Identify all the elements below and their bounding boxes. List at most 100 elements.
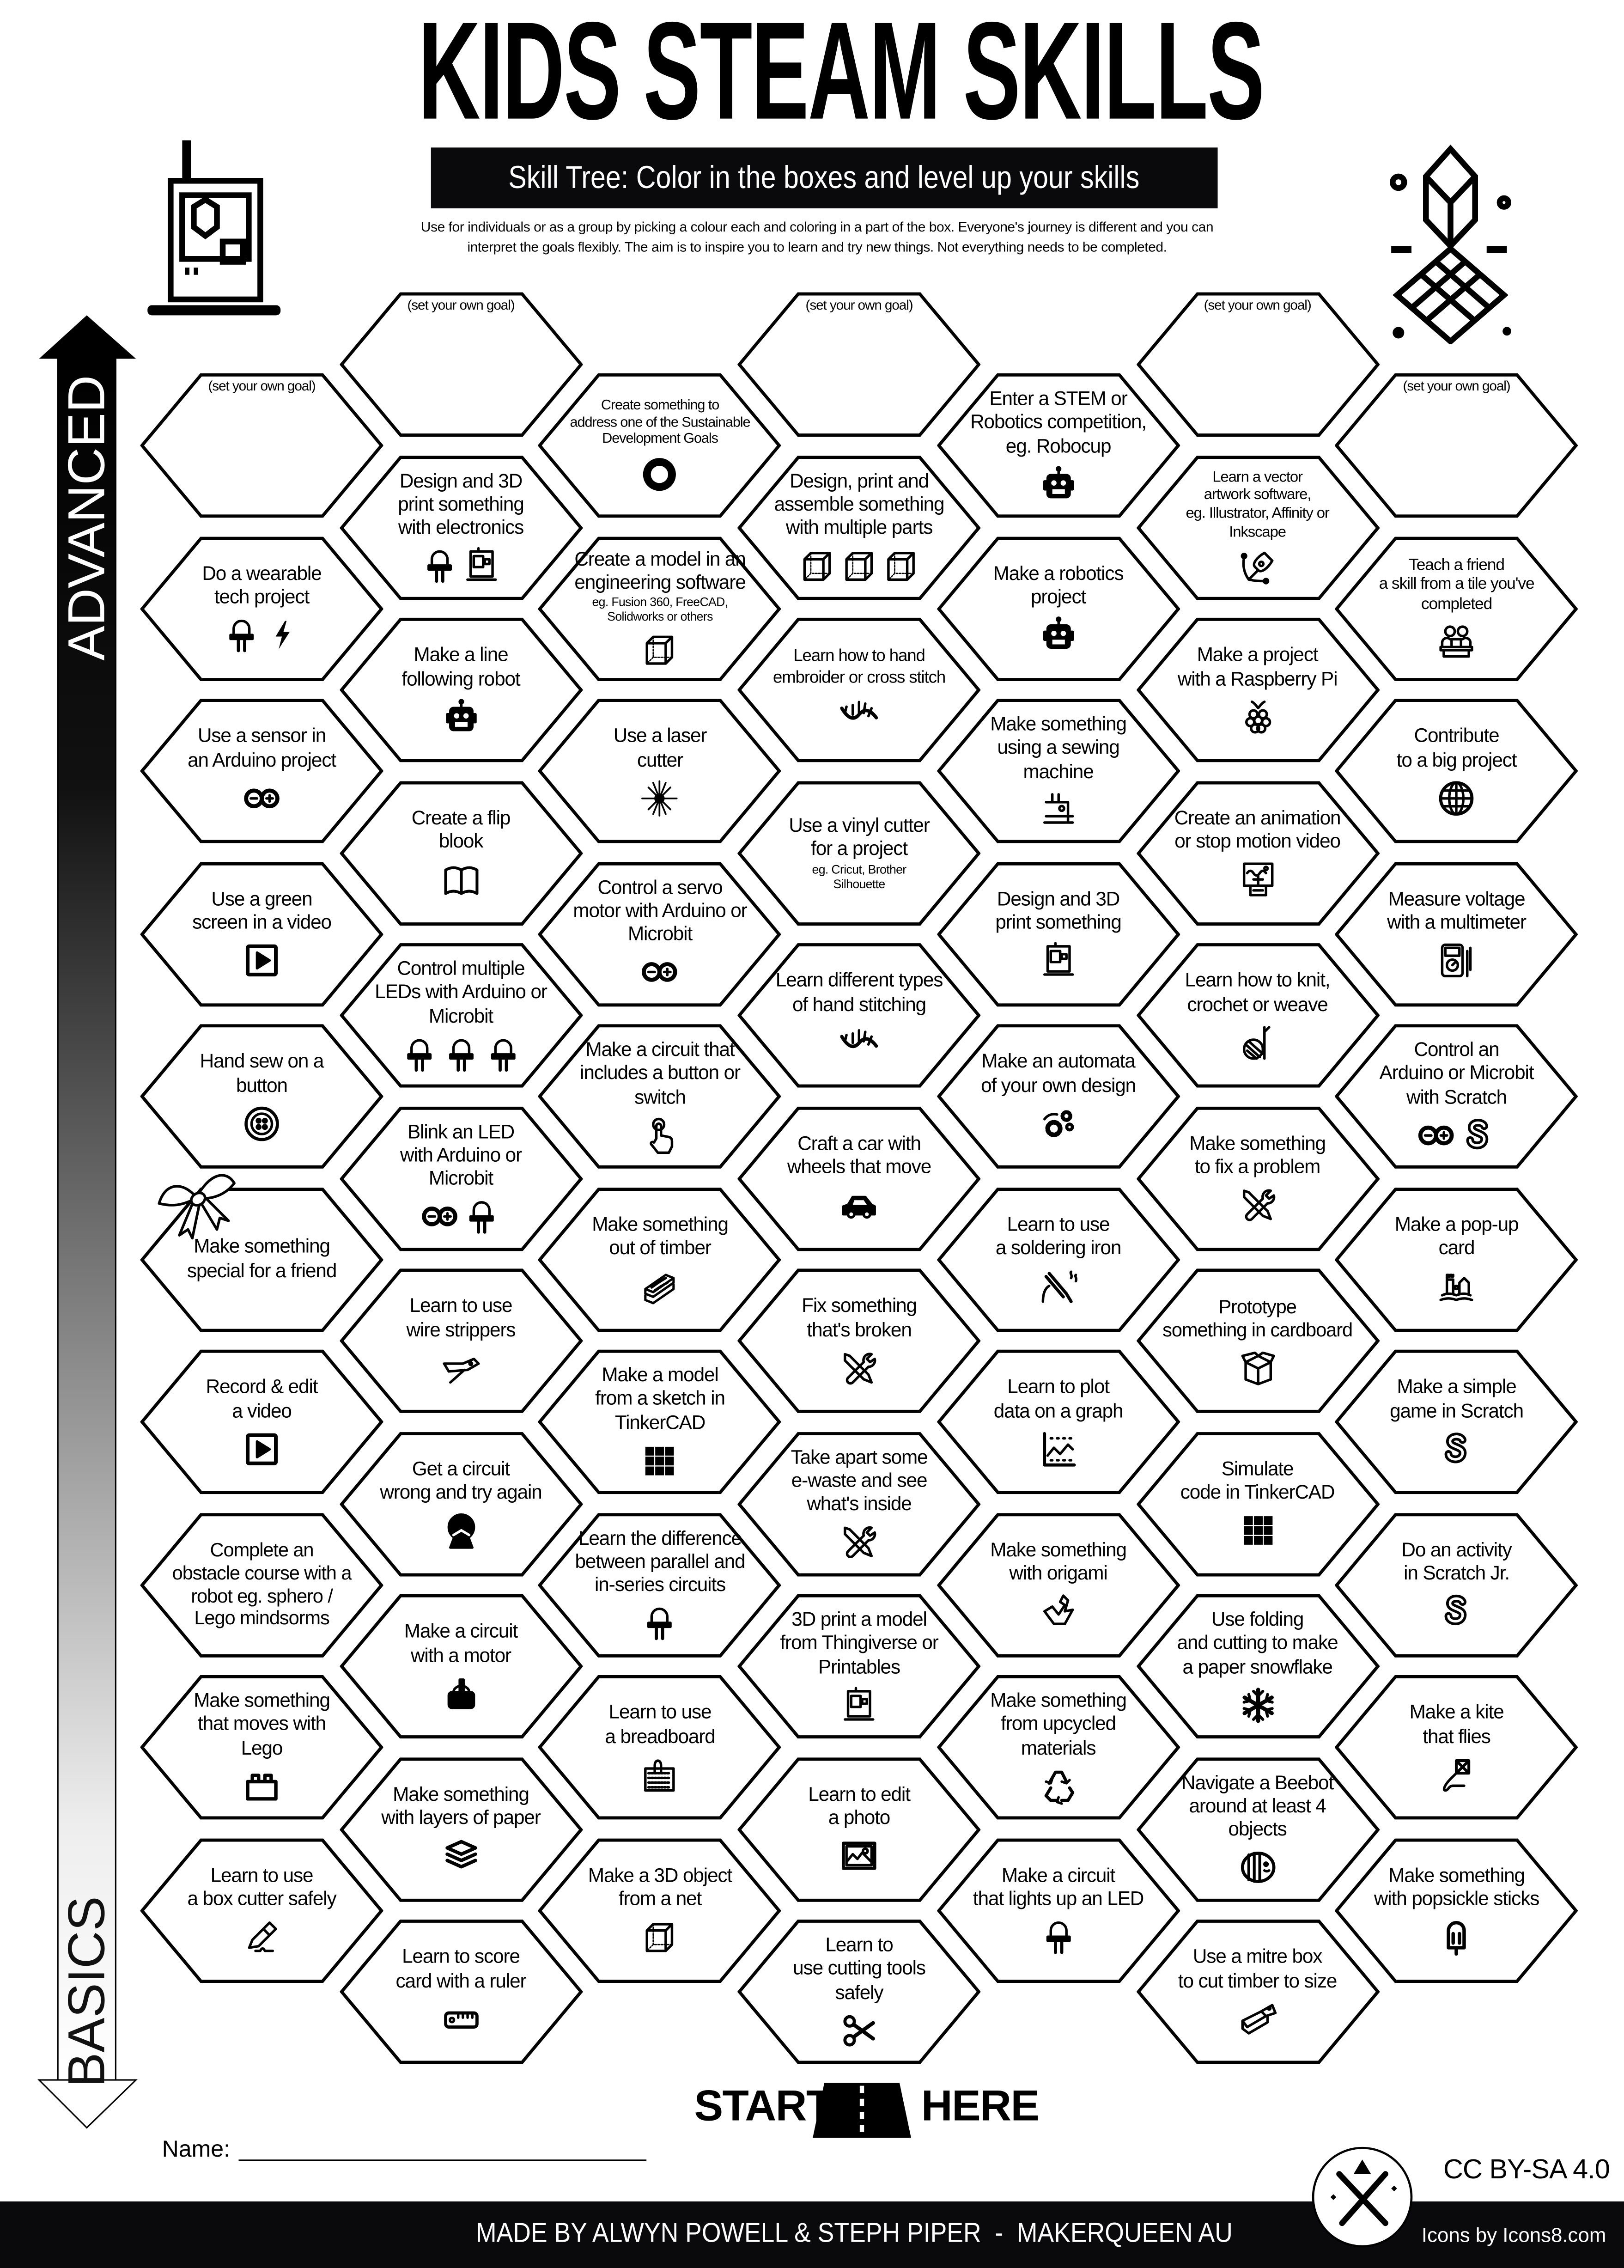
yarn-icon bbox=[1242, 1025, 1270, 1060]
skill-label: Learn to use cutting tools safely bbox=[793, 1934, 926, 2003]
hex-content: Craft a car with wheels that move bbox=[746, 1110, 972, 1246]
icons-credit: Icons by Icons8.com bbox=[1421, 2223, 1606, 2247]
skill-label: Fix something that's broken bbox=[802, 1295, 917, 1341]
skill-icons bbox=[840, 1349, 878, 1386]
intro-text: Use for individuals or as a group by pic… bbox=[420, 219, 1214, 256]
skill-hex: Learn to use a soldering iron bbox=[937, 1187, 1180, 1331]
skill-icons bbox=[840, 1837, 878, 1875]
3d-printer-icon bbox=[147, 140, 281, 316]
teaching-icon bbox=[1439, 626, 1474, 658]
hex-content: Make something from upcycled materials bbox=[945, 1679, 1171, 1815]
hex-content: Control a servo motor with Arduino or Mi… bbox=[547, 866, 772, 1001]
hex-content: Record & edit a video bbox=[149, 1354, 374, 1490]
raspberry-pi-icon bbox=[1244, 700, 1271, 733]
hex-content: Make something to fix a problem bbox=[1144, 1110, 1370, 1246]
hex-content: Do a wearable tech project bbox=[149, 540, 374, 676]
skill-icons bbox=[1239, 861, 1276, 898]
hex-content: Use a vinyl cutter for a project eg. Cric… bbox=[746, 785, 972, 921]
cube-icon bbox=[803, 552, 831, 581]
led-icon bbox=[427, 550, 452, 584]
lego-brick-icon bbox=[246, 1773, 278, 1800]
skill-hex: Make a model from a sketch in TinkerCAD bbox=[538, 1349, 782, 1494]
hex-content: Use a laser cutter bbox=[547, 703, 772, 839]
custom-goal-hex: (set your own goal) bbox=[737, 292, 981, 437]
skill-label: Craft a car with wheels that move bbox=[787, 1132, 931, 1177]
hex-content: 3D print a model from Thingiverse or Pri… bbox=[746, 1598, 972, 1734]
skill-hex: Make a kite that flies bbox=[1335, 1675, 1578, 1820]
custom-goal-hex: (set your own goal) bbox=[339, 292, 583, 437]
hex-content: Make a model from a sketch in TinkerCAD bbox=[547, 1354, 772, 1490]
globe-icon bbox=[1439, 780, 1474, 816]
skill-label: Learn a vector artwork software, eg. Ill… bbox=[1186, 468, 1329, 541]
skill-icons bbox=[641, 779, 679, 817]
skill-hex: Learn a vector artwork software, eg. Ill… bbox=[1136, 455, 1379, 600]
hex-content: Measure voltage with a multimeter bbox=[1344, 866, 1569, 1001]
skill-icons bbox=[1438, 622, 1475, 660]
photo-icon bbox=[842, 1841, 876, 1871]
name-field-line[interactable] bbox=[238, 2159, 647, 2161]
hex-content: Control an Arduino or Microbit with Scra… bbox=[1344, 1029, 1569, 1164]
skill-label: Make something with origami bbox=[990, 1538, 1127, 1584]
skill-hex: Make a project with a Raspberry Pi bbox=[1136, 617, 1379, 762]
skill-icons bbox=[1239, 1849, 1276, 1886]
skill-icons bbox=[243, 1767, 280, 1805]
hex-content: Contribute to a big project bbox=[1344, 703, 1569, 839]
skill-icons bbox=[243, 1918, 280, 1956]
skill-label: Make a circuit that lights up an LED bbox=[973, 1864, 1144, 1909]
skill-label: Create a flip blook bbox=[411, 807, 511, 852]
hex-content: Make a line following robot bbox=[348, 622, 573, 758]
skill-label: Make something with layers of paper bbox=[381, 1783, 541, 1829]
sewing-button-icon bbox=[244, 1106, 279, 1141]
skill-label: Learn different types of hand stitching bbox=[775, 969, 943, 1015]
skill-icons bbox=[1239, 1024, 1276, 1061]
kite-icon bbox=[1443, 1759, 1471, 1792]
page-title: KIDS STEAM SKILLS bbox=[0, 0, 1624, 145]
skill-sublabel: eg. Cricut, Brother Silhouette bbox=[812, 861, 907, 891]
hex-content: Make a circuit that lights up an LED bbox=[945, 1842, 1171, 1978]
hex-content: Make a circuit with a motor bbox=[348, 1598, 573, 1734]
advanced-label: ADVANCED bbox=[56, 375, 116, 661]
hex-content: Learn to use wire strippers bbox=[348, 1273, 573, 1408]
book-icon bbox=[444, 866, 478, 896]
skill-label: Navigate a Beebot around at least 4 obje… bbox=[1181, 1771, 1334, 1840]
skill-hex: Learn the difference between parallel an… bbox=[538, 1512, 782, 1657]
hex-content: Make something with layers of paper bbox=[348, 1761, 573, 1897]
lightning-icon bbox=[274, 621, 289, 650]
skill-hex: Make something out of timber bbox=[538, 1187, 782, 1331]
skill-icons bbox=[1438, 1756, 1475, 1793]
led-icon bbox=[407, 1038, 432, 1072]
subtitle-text: Skill Tree: Color in the boxes and level… bbox=[509, 159, 1140, 195]
skill-label: Make a project with a Raspberry Pi bbox=[1177, 644, 1338, 689]
hex-content: Learn how to knit, crochet or weave bbox=[1144, 947, 1370, 1083]
skill-label: Make something out of timber bbox=[592, 1213, 729, 1259]
led-icon bbox=[228, 620, 253, 653]
skill-hex: Create an animation or stop motion video bbox=[1136, 780, 1379, 925]
hex-content: Make a robotics project bbox=[945, 540, 1171, 676]
skill-hex: Use a green screen in a video bbox=[140, 861, 383, 1006]
skill-label: Make a line following robot bbox=[401, 644, 520, 689]
hex-content: (set your own goal) bbox=[149, 379, 374, 513]
hex-content: Do an activity in Scratch Jr. bbox=[1344, 1517, 1569, 1652]
animation-screen-icon bbox=[1242, 863, 1273, 897]
skill-sublabel: eg. Fusion 360, FreeCAD, Solidworks or o… bbox=[592, 594, 728, 624]
skill-label: Record & edit a video bbox=[206, 1376, 318, 1421]
hex-content: Learn to score card with a ruler bbox=[348, 1924, 573, 2060]
scratch-icon bbox=[1445, 1595, 1467, 1626]
skill-label: Use a vinyl cutter for a project bbox=[789, 814, 930, 860]
custom-goal-hex: (set your own goal) bbox=[1335, 373, 1578, 518]
skill-label: Use a mitre box to cut timber to size bbox=[1178, 1945, 1337, 1991]
skill-icons bbox=[641, 954, 679, 991]
goal-label: (set your own goal) bbox=[805, 298, 913, 314]
popsicle-icon bbox=[1447, 1921, 1466, 1956]
cube-icon bbox=[845, 552, 873, 581]
led-icon bbox=[490, 1038, 515, 1072]
skill-hex: Craft a car with wheels that move bbox=[737, 1106, 981, 1250]
skill-icons bbox=[222, 616, 301, 654]
skill-label: Design and 3D print something with elect… bbox=[398, 469, 524, 538]
skill-label: Learn to use wire strippers bbox=[406, 1295, 516, 1341]
skill-label: Create something to address one of the S… bbox=[570, 397, 751, 448]
skill-hex: Learn to use cutting tools safely bbox=[737, 1919, 981, 2064]
custom-goal-hex: (set your own goal) bbox=[1136, 292, 1379, 437]
hex-content: Design and 3D print something bbox=[945, 866, 1171, 1001]
